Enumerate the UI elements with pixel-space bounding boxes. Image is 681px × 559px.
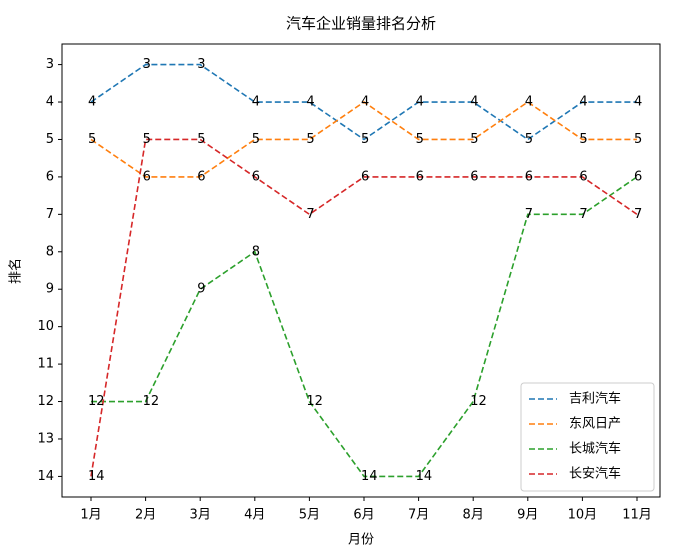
data-label: 4 (470, 95, 478, 110)
x-tick-label: 9月 (517, 508, 538, 523)
x-tick-label: 4月 (244, 508, 265, 523)
data-label: 6 (579, 169, 587, 184)
data-label: 5 (88, 132, 96, 147)
data-label: 4 (634, 95, 642, 110)
y-tick-label: 6 (46, 169, 54, 184)
data-label: 6 (416, 169, 424, 184)
y-tick-label: 4 (46, 95, 54, 110)
data-label: 7 (525, 207, 533, 222)
data-label: 4 (525, 95, 533, 110)
data-label: 12 (470, 394, 487, 409)
data-label: 8 (252, 244, 260, 259)
y-tick-label: 8 (46, 244, 54, 259)
y-tick-label: 9 (46, 282, 54, 297)
data-label: 5 (470, 132, 478, 147)
data-label: 4 (361, 95, 369, 110)
data-label: 14 (361, 469, 378, 484)
y-tick-label: 3 (46, 57, 54, 72)
x-axis-label: 月份 (348, 533, 374, 548)
y-tick-label: 12 (37, 394, 54, 409)
data-label: 12 (143, 394, 160, 409)
x-tick-label: 1月 (80, 508, 101, 523)
legend-box (520, 382, 655, 492)
y-tick-label: 7 (46, 207, 54, 222)
data-label: 5 (197, 132, 205, 147)
data-label: 14 (88, 469, 105, 484)
chart-title: 汽车企业销量排名分析 (286, 15, 436, 33)
data-label: 5 (416, 132, 424, 147)
data-label: 4 (252, 95, 260, 110)
series-line (90, 63, 637, 141)
data-label: 5 (143, 132, 151, 147)
y-tick-label: 10 (37, 319, 54, 334)
data-label: 4 (416, 95, 424, 110)
x-tick-label: 5月 (299, 508, 320, 523)
x-tick-label: 10月 (568, 508, 598, 523)
data-label: 12 (88, 394, 105, 409)
data-label: 6 (525, 169, 533, 184)
y-tick-label: 14 (37, 469, 54, 484)
y-tick-label: 11 (37, 357, 54, 372)
data-label: 3 (143, 57, 151, 72)
data-label: 9 (197, 282, 205, 297)
legend-label: 吉利汽车 (569, 391, 621, 407)
x-tick-label: 2月 (135, 508, 156, 523)
legend-label: 长城汽车 (569, 441, 621, 457)
x-tick-label: 6月 (353, 508, 374, 523)
legend-label: 长安汽车 (569, 466, 621, 482)
x-tick-label: 11月 (622, 508, 652, 523)
data-label: 3 (197, 57, 205, 72)
x-tick-label: 8月 (463, 508, 484, 523)
y-tick-label: 13 (37, 431, 54, 446)
data-label: 6 (634, 169, 642, 184)
legend-label: 东风日产 (569, 417, 621, 432)
data-label: 5 (252, 132, 260, 147)
x-tick-label: 3月 (190, 508, 211, 523)
data-label: 7 (306, 207, 314, 222)
data-label: 5 (634, 132, 642, 147)
data-label: 4 (579, 95, 587, 110)
data-label: 7 (579, 207, 587, 222)
data-label: 6 (252, 169, 260, 184)
y-axis-label: 排名 (8, 258, 24, 284)
data-label: 14 (416, 469, 433, 484)
data-label: 7 (634, 207, 642, 222)
series-line (91, 176, 638, 478)
data-label: 6 (361, 169, 369, 184)
data-label: 5 (525, 132, 533, 147)
data-label: 6 (197, 169, 205, 184)
plot-area (61, 43, 661, 498)
data-label: 12 (306, 394, 323, 409)
series-line (90, 138, 638, 477)
data-label: 5 (579, 132, 587, 147)
data-label: 4 (306, 95, 314, 110)
series-line (90, 101, 637, 178)
y-tick-label: 5 (46, 132, 54, 147)
data-label: 6 (143, 169, 151, 184)
data-label: 6 (470, 169, 478, 184)
data-label: 4 (88, 95, 96, 110)
data-label: 5 (361, 132, 369, 147)
data-label: 5 (306, 132, 314, 147)
x-tick-label: 7月 (408, 508, 429, 523)
